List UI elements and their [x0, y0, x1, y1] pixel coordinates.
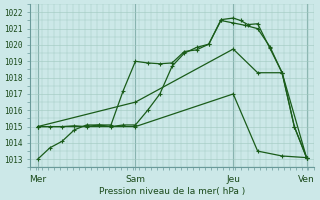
- X-axis label: Pression niveau de la mer( hPa ): Pression niveau de la mer( hPa ): [99, 187, 245, 196]
